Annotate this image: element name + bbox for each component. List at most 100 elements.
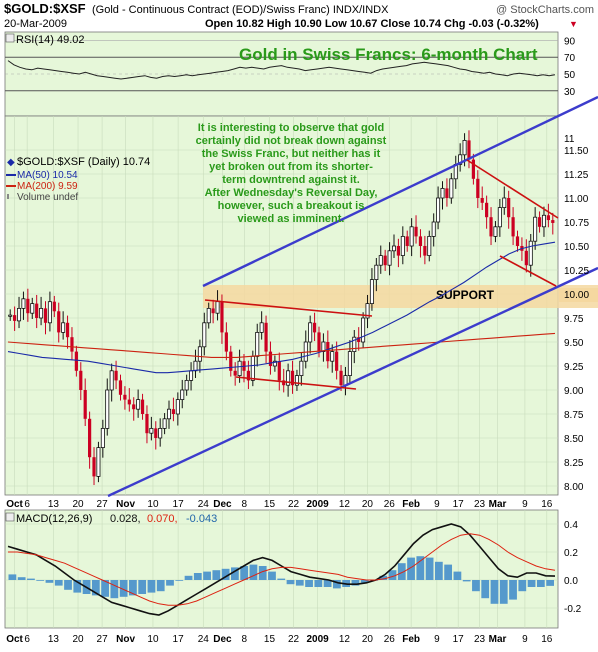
macd-histogram-bar bbox=[73, 580, 82, 593]
date-tick-label: 20 bbox=[362, 634, 374, 645]
rsi-label: RSI(14) 49.02 bbox=[16, 34, 84, 46]
macd-histogram-bar bbox=[129, 580, 137, 596]
price-bar-body bbox=[237, 360, 242, 377]
price-bar-body bbox=[30, 303, 35, 314]
consolidation-top-line bbox=[204, 299, 373, 317]
price-bar-body bbox=[369, 279, 374, 305]
macd-histogram-bar bbox=[434, 561, 443, 580]
macd-signal-value: 0.070, bbox=[147, 513, 178, 525]
price-bar-body bbox=[26, 298, 30, 314]
macd-tick-label: 0.2 bbox=[564, 548, 578, 559]
lower-trendline bbox=[107, 266, 598, 498]
date-tick-label: 9 bbox=[522, 499, 528, 510]
macd-histogram-value: -0.043 bbox=[186, 513, 217, 525]
price-bar-body bbox=[489, 217, 493, 237]
date-tick-label: 22 bbox=[288, 499, 300, 510]
macd-panel bbox=[4, 509, 559, 629]
credit-text: @ StockCharts.com bbox=[496, 4, 594, 16]
macd-histogram-bar bbox=[45, 580, 54, 583]
date-tick-label: 9 bbox=[434, 499, 440, 510]
macd-histogram-bar bbox=[203, 571, 211, 580]
price-bar-body bbox=[347, 351, 352, 377]
price-bar-body bbox=[418, 236, 423, 246]
price-bar-body bbox=[233, 370, 237, 376]
date-tick-label: 10 bbox=[147, 499, 159, 510]
price-bar-body bbox=[149, 427, 154, 434]
price-bar-body bbox=[118, 380, 123, 395]
price-bar-body bbox=[193, 360, 198, 372]
date-tick-label: 23 bbox=[474, 499, 486, 510]
price-bar-body bbox=[145, 414, 149, 434]
price-bar-body bbox=[436, 197, 441, 223]
price-bar-body bbox=[268, 351, 273, 366]
date-tick-label: 6 bbox=[24, 634, 30, 645]
price-bar-body bbox=[105, 389, 110, 429]
price-bar-body bbox=[229, 351, 233, 371]
date-tick-label: 2009 bbox=[306, 499, 329, 510]
price-bar-body bbox=[405, 236, 409, 246]
macd-histogram-bar bbox=[240, 566, 249, 580]
chart-date: 20-Mar-2009 bbox=[4, 18, 67, 30]
macd-histogram-bar bbox=[138, 580, 147, 594]
macd-histogram-bar bbox=[360, 580, 369, 583]
commentary-line: It is interesting to observe that gold bbox=[198, 122, 384, 134]
date-tick-label: Mar bbox=[489, 499, 507, 510]
price-bar-body bbox=[162, 418, 167, 429]
price-bar-body bbox=[396, 246, 400, 256]
macd-histogram-bar bbox=[156, 580, 165, 592]
price-bar-body bbox=[154, 428, 158, 438]
date-tick-label: 20 bbox=[72, 499, 84, 510]
price-bar-body bbox=[335, 351, 339, 371]
price-tick-label: 9.75 bbox=[564, 314, 584, 325]
price-bar-body bbox=[449, 178, 454, 199]
date-tick-label: 9 bbox=[434, 634, 440, 645]
price-bar-body bbox=[127, 399, 131, 405]
price-bar-body bbox=[180, 389, 185, 400]
price-bar-body bbox=[515, 236, 520, 246]
date-tick-label: 16 bbox=[541, 634, 553, 645]
downtrend-bottom-line bbox=[499, 255, 557, 287]
macd-histogram-bar bbox=[221, 568, 230, 580]
date-tick-label: 8 bbox=[242, 499, 248, 510]
price-bar-body bbox=[326, 342, 330, 362]
macd-collapse-icon[interactable] bbox=[5, 512, 15, 522]
price-bar-body bbox=[352, 336, 357, 353]
price-bars bbox=[8, 130, 555, 486]
rsi-tick-label: 90 bbox=[564, 36, 576, 47]
date-tick-label: Feb bbox=[402, 499, 420, 510]
macd-histogram-bar bbox=[379, 575, 388, 580]
date-tick-label: Nov bbox=[116, 634, 135, 645]
rsi-line bbox=[7, 60, 556, 80]
macd-histogram-bar bbox=[27, 578, 35, 580]
macd-histogram-bar bbox=[536, 580, 545, 587]
macd-histogram-bar bbox=[351, 580, 360, 586]
price-bar-body bbox=[339, 370, 343, 386]
macd-histogram-bar bbox=[231, 567, 239, 580]
commentary-line: After Wednesday's Reversal Day, bbox=[205, 187, 378, 199]
price-bar-body bbox=[47, 301, 52, 324]
macd-histogram-bar bbox=[286, 580, 295, 585]
price-bar-body bbox=[61, 322, 66, 333]
rsi-collapse-icon[interactable] bbox=[5, 33, 15, 43]
macd-histogram-bar bbox=[332, 580, 341, 589]
date-tick-label: 17 bbox=[453, 634, 465, 645]
macd-histogram-bar bbox=[416, 556, 425, 580]
date-tick-label: 12 bbox=[339, 634, 351, 645]
price-tick-label: 11.50 bbox=[564, 146, 589, 157]
rsi-tick-label: 50 bbox=[564, 70, 576, 81]
chart-description: (Gold - Continuous Contract (EOD)/Swiss … bbox=[92, 4, 389, 16]
price-bar-body bbox=[184, 379, 189, 391]
price-bar-body bbox=[8, 314, 13, 317]
price-tick-label: 10.75 bbox=[564, 218, 589, 229]
price-bar-body bbox=[374, 264, 379, 281]
date-tick-label: 15 bbox=[264, 634, 276, 645]
macd-histogram-bar bbox=[472, 580, 480, 592]
price-bar-body bbox=[427, 235, 432, 256]
macd-histogram-bar bbox=[91, 580, 100, 596]
price-bar-body bbox=[391, 245, 396, 252]
price-bar-body bbox=[114, 370, 118, 381]
commentary-line: term downtrend against it. bbox=[222, 174, 360, 186]
price-bar-body bbox=[158, 427, 163, 439]
macd-histogram-bar bbox=[499, 580, 508, 604]
date-tick-label: 17 bbox=[173, 634, 185, 645]
